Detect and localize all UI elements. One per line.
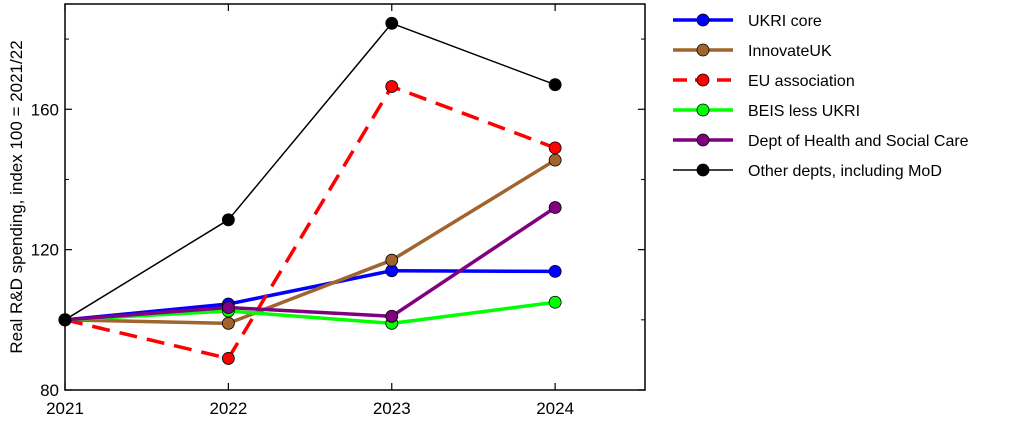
legend-entry-2: EU association bbox=[673, 73, 855, 90]
legend-label: UKRI core bbox=[748, 13, 822, 30]
legend: UKRI core InnovateUK EU association BEIS le… bbox=[673, 13, 969, 180]
legend-entry-0: UKRI core bbox=[673, 13, 822, 30]
data-point bbox=[385, 16, 399, 30]
data-point bbox=[221, 352, 235, 365]
legend-label: InnovateUK bbox=[748, 43, 832, 60]
legend-swatch-marker bbox=[696, 73, 710, 87]
y-tick-label: 80 bbox=[40, 381, 59, 400]
data-point bbox=[548, 295, 562, 309]
data-point bbox=[548, 78, 562, 92]
legend-label: EU association bbox=[748, 73, 855, 90]
y-axis-title: Real R&D spending, index 100 = 2021/22 bbox=[7, 40, 26, 353]
legend-swatch-marker bbox=[696, 43, 710, 57]
legend-swatch-marker bbox=[696, 133, 710, 147]
x-tick-label: 2021 bbox=[46, 399, 84, 418]
series-4 bbox=[58, 201, 562, 327]
data-point bbox=[385, 309, 399, 323]
series-line bbox=[64, 158, 557, 326]
data-point bbox=[548, 153, 562, 167]
data-point bbox=[548, 264, 562, 278]
legend-swatch-marker bbox=[696, 103, 710, 117]
data-point bbox=[385, 80, 399, 93]
plot-area bbox=[58, 16, 562, 365]
data-point bbox=[221, 316, 235, 330]
axes: 2021 2022 2023 2024 80 120 160 Real R&D spendin… bbox=[7, 3, 646, 418]
legend-swatch-marker bbox=[696, 163, 710, 177]
plot-frame bbox=[64, 3, 646, 391]
x-tick-label: 2022 bbox=[209, 399, 247, 418]
series-line bbox=[64, 206, 557, 322]
legend-entry-5: Other depts, including MoD bbox=[673, 163, 942, 180]
x-tick-label: 2023 bbox=[373, 399, 411, 418]
legend-entry-4: Dept of Health and Social Care bbox=[673, 133, 969, 150]
x-tick-label: 2024 bbox=[536, 399, 574, 418]
legend-label: Dept of Health and Social Care bbox=[748, 133, 969, 150]
series-line bbox=[64, 84, 556, 361]
series-1 bbox=[58, 153, 562, 330]
data-point bbox=[221, 301, 235, 314]
legend-entry-3: BEIS less UKRI bbox=[673, 103, 860, 120]
legend-swatch-marker bbox=[696, 13, 710, 27]
legend-label: BEIS less UKRI bbox=[748, 103, 860, 120]
legend-entry-1: InnovateUK bbox=[673, 43, 832, 60]
legend-label: Other depts, including MoD bbox=[748, 163, 942, 180]
series-5 bbox=[58, 16, 562, 327]
y-tick-label: 120 bbox=[31, 241, 59, 260]
y-tick-label: 160 bbox=[31, 100, 59, 119]
data-point bbox=[221, 213, 235, 227]
data-point bbox=[548, 201, 562, 214]
series-line bbox=[64, 22, 556, 321]
data-point bbox=[385, 253, 399, 267]
data-point bbox=[548, 141, 562, 155]
